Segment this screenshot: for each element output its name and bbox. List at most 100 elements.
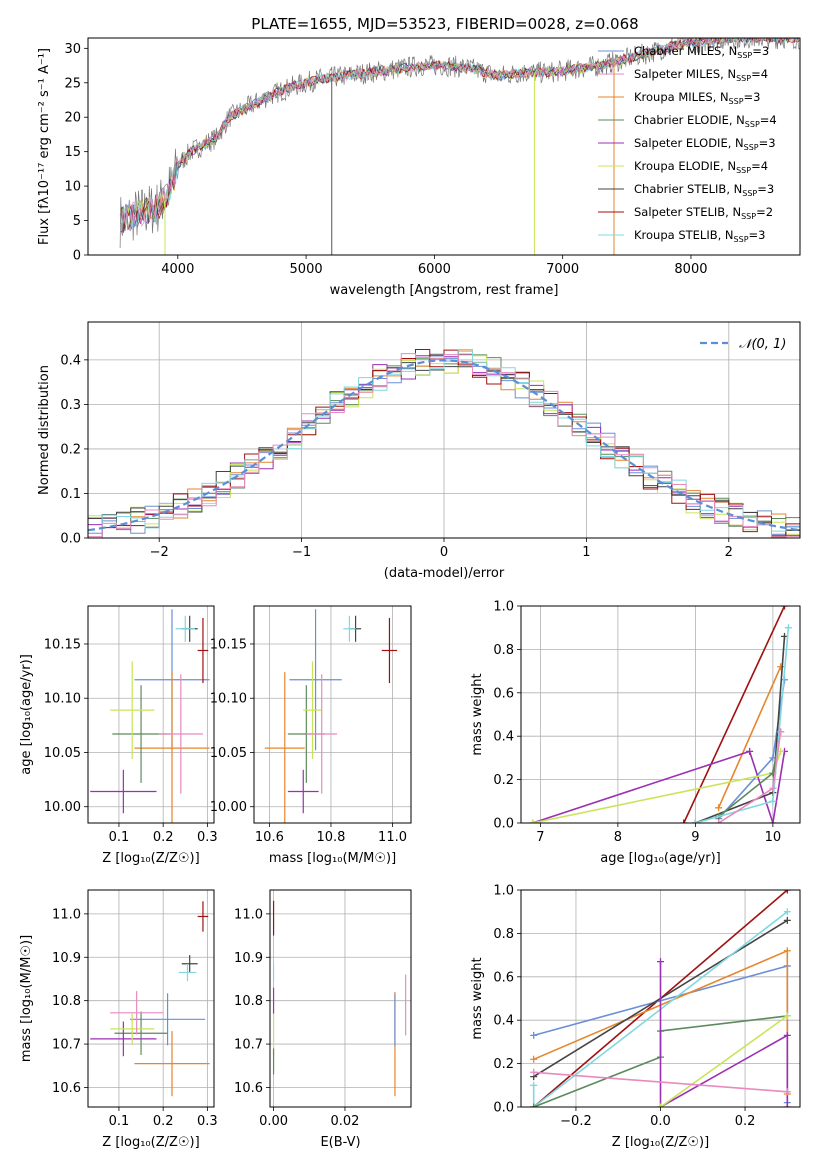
y-tick-label: 10.15	[44, 637, 81, 652]
axes-frame	[87, 37, 801, 256]
mass-weight-marker	[783, 916, 791, 924]
legend-label: Kroupa ELODIE, NSSP=4	[634, 159, 768, 175]
spectrum-legend: Chabrier MILES, NSSP=3 Salpeter MILES, NS…	[598, 44, 777, 244]
x-tick-label: −2	[150, 545, 169, 560]
x-tick-label: 0.0	[650, 1114, 671, 1129]
y-tick-label: 30	[64, 42, 81, 57]
y-tick-label: 11.0	[234, 907, 263, 922]
y-tick-label: 10.05	[210, 746, 247, 761]
age_vs_Z-panel: 0.1 0.2 0.3 10.00 10.05 10.10 10.15 Z [log₁₀(Z/…	[19, 605, 218, 866]
mass-weight-marker	[784, 624, 792, 632]
axes-frame	[87, 889, 215, 1108]
legend-label: Kroupa STELIB, NSSP=3	[634, 228, 765, 244]
y-tick-label: 0.2	[60, 442, 81, 457]
y-tick-label: 0.6	[493, 970, 514, 985]
y-axis-label: mass weight	[470, 957, 485, 1039]
mass_vs_ebv-panel: 0.00 0.02 10.6 10.7 10.8 10.9 11.0 E(B-V)	[234, 889, 412, 1150]
residual-histogram	[88, 353, 800, 538]
model-spectrum-line	[121, 38, 800, 231]
gaussian-curve	[88, 359, 800, 532]
legend-label: Salpeter STELIB, NSSP=2	[634, 205, 773, 221]
y-tick-label: 10.6	[52, 1081, 81, 1096]
axes-frame	[87, 605, 215, 824]
mass-weight-line	[532, 751, 782, 823]
x-tick-label: 8000	[674, 262, 707, 277]
weight_vs_age-panel: 7 8 9 10 0.0 0.2 0.4 0.6 0.8 1.0 age [log₁₀(age/yr…	[470, 600, 801, 866]
x-tick-label: 0.2	[153, 830, 174, 845]
mass-weight-marker	[715, 804, 723, 812]
x-tick-label: 0	[440, 545, 448, 560]
y-tick-label: 10.8	[52, 994, 81, 1009]
mass-weight-marker	[769, 797, 777, 805]
y-tick-label: 10.00	[210, 800, 247, 815]
x-tick-label: 9	[691, 830, 699, 845]
mass-weight-line	[532, 750, 786, 823]
x-tick-label: −1	[292, 545, 311, 560]
x-tick-label: 0.3	[197, 830, 218, 845]
mass-weight-marker	[680, 819, 688, 823]
mass-weight-line	[718, 679, 786, 820]
x-tick-label: 2	[725, 545, 733, 560]
residuals-panel: −2 −1 0 1 2 0.0 0.1 0.2 0.3 0.4 (data-model)/error…	[37, 321, 801, 581]
y-tick-label: 10.7	[52, 1038, 81, 1053]
x-tick-label: 0.02	[330, 1114, 359, 1129]
y-tick-label: 5	[73, 214, 81, 229]
mass-weight-marker	[769, 819, 777, 823]
y-tick-label: 15	[64, 145, 81, 160]
mass_vs_Z-plot-area	[88, 890, 214, 1107]
y-tick-label: 10.00	[44, 800, 81, 815]
age_vs_Z-plot-area	[88, 606, 214, 823]
x-axis-label: E(B-V)	[320, 1135, 360, 1150]
mass-weight-marker	[777, 728, 785, 736]
y-axis-label: Normed distribution	[37, 365, 52, 495]
y-tick-label: 0.0	[493, 817, 514, 832]
y-tick-label: 10.15	[210, 637, 247, 652]
mass-weight-line	[532, 911, 788, 1107]
mass-weight-marker	[530, 1068, 538, 1076]
figure-title: PLATE=1655, MJD=53523, FIBERID=0028, z=0…	[251, 15, 638, 33]
x-tick-label: 0.2	[735, 1114, 756, 1129]
spectrum-plot-area	[119, 38, 800, 255]
y-tick-label: 0.6	[493, 686, 514, 701]
legend-label: Salpeter ELODIE, NSSP=3	[634, 136, 776, 152]
y-tick-label: 0.0	[493, 1101, 514, 1116]
mass-weight-marker	[746, 747, 754, 755]
residuals-legend: 𝒩(0, 1)	[700, 337, 786, 352]
age_vs_mass-plot-area	[254, 606, 411, 823]
legend-label: Chabrier STELIB, NSSP=3	[634, 182, 774, 198]
mass-weight-marker	[769, 784, 777, 792]
mass-weight-marker	[783, 890, 791, 894]
axes-frame	[269, 889, 412, 1108]
legend-label: Kroupa MILES, NSSP=3	[634, 90, 760, 106]
y-tick-label: 10.10	[210, 692, 247, 707]
mass-weight-marker	[783, 947, 791, 955]
y-tick-label: 11.0	[52, 907, 81, 922]
age_vs_mass-panel: 10.6 10.8 11.0 10.00 10.05 10.10 10.15 mass [lo…	[210, 605, 412, 866]
x-tick-label: 7000	[546, 262, 579, 277]
mass-weight-marker	[657, 1103, 664, 1107]
y-tick-label: 0.4	[493, 1014, 514, 1029]
y-tick-label: 10	[64, 180, 81, 195]
x-axis-label: (data-model)/error	[384, 566, 505, 581]
y-axis-label: mass weight	[470, 673, 485, 755]
mass-weight-line	[660, 1015, 788, 1107]
x-tick-label: 0.1	[109, 1114, 130, 1129]
y-tick-label: 10.6	[234, 1081, 263, 1096]
y-axis-label: Flux [fλ10⁻¹⁷ erg cm⁻² s⁻¹ A⁻¹]	[37, 48, 52, 245]
mass-weight-marker	[783, 1012, 791, 1020]
x-axis-label: Z [log₁₀(Z/Z☉)]	[102, 851, 199, 866]
x-tick-label: 6000	[418, 262, 451, 277]
mass-weight-line	[683, 606, 786, 823]
weight_vs_Z-panel: −0.2 0.0 0.2 0.0 0.2 0.4 0.6 0.8 1.0 Z [log₁₀(Z/Z…	[470, 884, 801, 1150]
weight_vs_Z-plot-area	[521, 890, 800, 1107]
mass-weight-marker	[715, 819, 723, 823]
x-tick-label: 8	[614, 830, 622, 845]
spectrum-panel: 4000 5000 6000 7000 8000 0 5 10 15 20 25 30 waveleng…	[37, 37, 801, 298]
x-axis-label: wavelength [Angstrom, rest frame]	[330, 283, 559, 298]
x-tick-label: 5000	[290, 262, 323, 277]
x-tick-label: 0.00	[259, 1114, 288, 1129]
y-tick-label: 20	[64, 111, 81, 126]
residual-histogram	[88, 349, 800, 538]
legend-label: Salpeter MILES, NSSP=4	[634, 67, 768, 83]
